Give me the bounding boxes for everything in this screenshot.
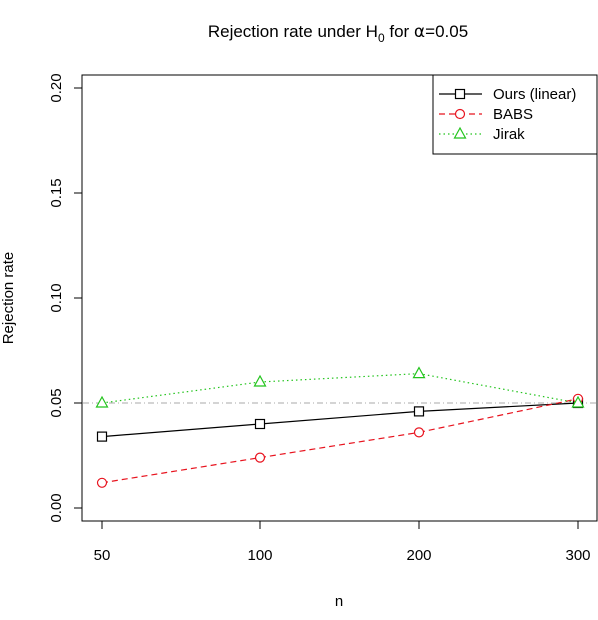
y-axis: 0.00 0.05 0.10 0.15 0.20	[48, 73, 82, 523]
series-segment	[259, 431, 420, 459]
series-layer	[95, 366, 585, 488]
legend-marker	[454, 108, 466, 120]
data-point	[253, 374, 267, 387]
legend-label: Ours (linear)	[493, 86, 576, 103]
legend-box	[432, 74, 598, 155]
legend-label: Jirak	[493, 126, 525, 143]
chart-title: Rejection rate under H0 for α=0.05	[208, 22, 468, 45]
data-point	[254, 418, 266, 430]
data-point	[571, 395, 585, 408]
data-point	[96, 477, 108, 488]
y-tick-label: 0.10	[48, 283, 65, 312]
series-segment	[101, 457, 261, 484]
series-segment	[418, 398, 579, 433]
x-tick-label: 50	[94, 547, 111, 564]
y-tick-label: 0.20	[48, 73, 65, 102]
series-segment	[101, 423, 261, 438]
x-tick-label: 100	[247, 547, 272, 564]
series-ours-linear	[96, 397, 584, 442]
y-tick-label: 0.05	[48, 388, 65, 417]
series-jirak	[95, 366, 585, 408]
y-tick-label: 0.15	[48, 178, 65, 207]
x-axis-label: n	[335, 593, 343, 610]
legend-label: BABS	[493, 106, 533, 123]
y-axis-label: Rejection rate	[0, 252, 17, 345]
x-tick-label: 200	[406, 547, 431, 564]
data-point	[254, 452, 266, 463]
legend: Ours (linear) BABS Jirak	[432, 74, 598, 155]
x-axis: 50 100 200 300	[94, 521, 591, 564]
data-point	[95, 395, 109, 408]
y-tick-label: 0.00	[48, 493, 65, 522]
data-point	[413, 427, 425, 438]
x-tick-label: 300	[565, 547, 590, 564]
data-point	[96, 431, 108, 442]
data-point	[412, 366, 426, 379]
series-segment	[101, 381, 261, 404]
series-segment	[418, 373, 579, 404]
series-segment	[259, 373, 420, 383]
data-point	[413, 406, 425, 417]
series-babs	[96, 393, 584, 488]
series-segment	[418, 402, 579, 412]
legend-marker	[453, 126, 467, 139]
series-segment	[259, 410, 420, 425]
legend-marker	[454, 88, 466, 100]
